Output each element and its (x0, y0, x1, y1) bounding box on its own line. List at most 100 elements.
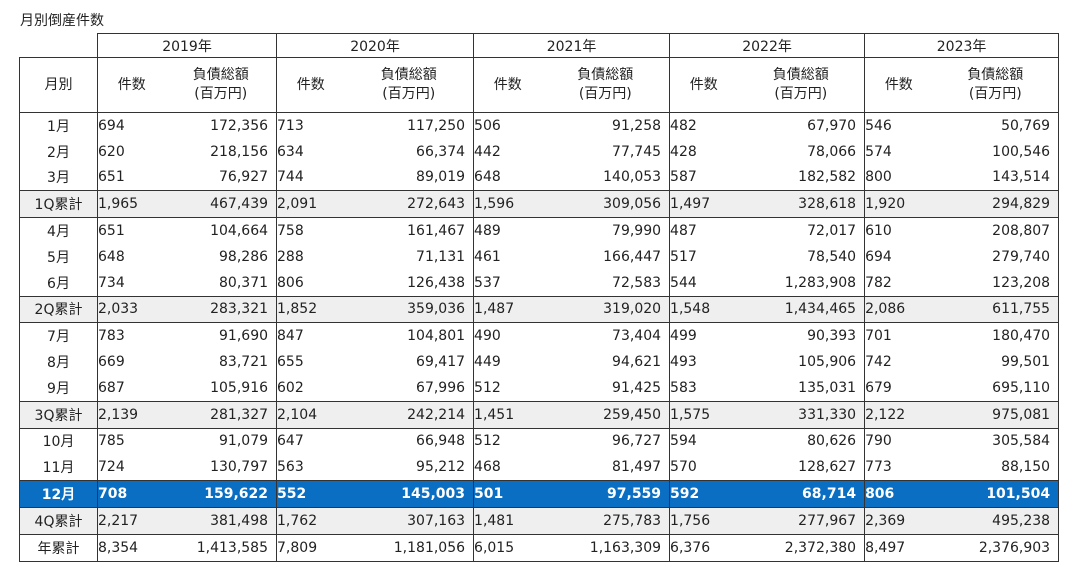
debt-cell: 309,056 (541, 190, 670, 219)
count-cell: 651 (97, 217, 166, 244)
table-row: 9月 687 105,916 602 67,996 512 91,425 583 135,031… (19, 374, 1060, 402)
debt-cell: 94,621 (612, 354, 662, 371)
debt-cell: 180,470 (932, 322, 1060, 350)
debt-cell: 78,540 (807, 248, 857, 265)
debt-cell: 91,425 (612, 379, 662, 396)
debt-cell: 172,356 (210, 117, 269, 134)
row-label: 4Q累計 (19, 506, 98, 535)
count-cell: 449 (473, 349, 542, 375)
count-column-header: 件数 (97, 57, 166, 113)
count-cell: 501 (473, 480, 542, 508)
debt-label: 負債総額 (380, 67, 437, 83)
row-label: 2月 (19, 138, 98, 165)
row-label: 6月 (19, 269, 98, 297)
count-cell: 647 (276, 428, 345, 455)
debt-cell: 143,514 (932, 164, 1060, 191)
debt-cell: 1,283,908 (784, 274, 857, 291)
debt-unit: (百万円) (968, 86, 1022, 102)
count-cell: 583 (669, 374, 738, 402)
count-cell: 1,852 (276, 295, 345, 324)
corner-cell (19, 33, 98, 58)
subtotal-row: 3Q累計 2,139 281,327 2,104 242,214 1,451 259,450… (19, 400, 1060, 429)
table-row: 11月 724 130,797 563 95,212 468 81,497 570 128,62… (19, 454, 1060, 481)
count-cell: 1,548 (669, 295, 738, 324)
count-cell: 847 (276, 322, 345, 350)
count-cell: 1,965 (97, 190, 166, 219)
debt-column-header: 負債総額 (百万円) (737, 57, 865, 113)
count-cell: 1,756 (669, 506, 738, 535)
debt-cell: 105,906 (798, 354, 857, 371)
table-title: 月別倒産件数 (20, 13, 104, 29)
debt-cell: 307,163 (344, 506, 474, 535)
count-cell: 2,122 (864, 400, 933, 429)
debt-unit: (百万円) (194, 86, 248, 102)
count-cell: 2,091 (276, 190, 345, 219)
count-cell: 512 (473, 428, 542, 455)
count-cell: 620 (97, 138, 166, 165)
debt-cell: 83,721 (219, 354, 269, 371)
table-row: 5月 648 98,286 288 71,131 461 166,447 517 78,540 6… (19, 243, 1060, 270)
debt-cell: 91,079 (219, 433, 269, 450)
debt-cell: 76,927 (219, 169, 269, 186)
debt-cell: 79,990 (612, 223, 662, 240)
count-cell: 2,104 (276, 400, 345, 429)
row-label: 2Q累計 (19, 295, 98, 324)
count-cell: 8,497 (864, 533, 933, 562)
debt-cell: 69,417 (416, 354, 466, 371)
year-header: 2021年 (473, 33, 671, 58)
debt-unit: (百万円) (382, 86, 436, 102)
debt-cell: 80,626 (807, 433, 857, 450)
count-column-header: 件数 (276, 57, 345, 113)
debt-cell: 381,498 (165, 506, 277, 535)
count-cell: 288 (276, 243, 345, 270)
count-cell: 594 (669, 428, 738, 455)
count-column-header: 件数 (669, 57, 738, 113)
debt-cell: 91,258 (612, 117, 662, 134)
year-header: 2022年 (669, 33, 866, 58)
subtotal-row: 1Q累計 1,965 467,439 2,091 272,643 1,596 309,056… (19, 190, 1060, 219)
debt-cell: 279,740 (932, 243, 1060, 270)
debt-cell: 104,801 (407, 328, 466, 345)
table-row: 4月 651 104,664 758 161,467 489 79,990 487 72,017… (19, 217, 1060, 244)
debt-cell: 101,504 (932, 480, 1060, 508)
debt-cell: 1,413,585 (165, 533, 277, 562)
debt-cell: 359,036 (344, 295, 474, 324)
count-cell: 800 (864, 164, 933, 191)
debt-cell: 218,156 (210, 143, 269, 160)
debt-cell: 331,330 (737, 400, 865, 429)
count-cell: 563 (276, 454, 345, 481)
debt-cell: 294,829 (932, 190, 1060, 219)
count-cell: 574 (864, 138, 933, 165)
debt-cell: 128,627 (798, 459, 857, 476)
subtotal-row: 4Q累計 2,217 381,498 1,762 307,163 1,481 275,783… (19, 506, 1060, 535)
debt-cell: 71,131 (416, 248, 466, 265)
count-cell: 694 (864, 243, 933, 270)
count-cell: 655 (276, 349, 345, 375)
debt-cell: 104,664 (210, 223, 269, 240)
debt-cell: 135,031 (798, 379, 857, 396)
count-cell: 544 (669, 269, 738, 297)
debt-label: 負債総額 (192, 67, 249, 83)
debt-cell: 277,967 (737, 506, 865, 535)
count-cell: 782 (864, 269, 933, 297)
count-cell: 7,809 (276, 533, 345, 562)
debt-cell: 73,404 (612, 328, 662, 345)
count-cell: 493 (669, 349, 738, 375)
count-cell: 744 (276, 164, 345, 191)
debt-cell: 72,583 (612, 274, 662, 291)
table-row: 2月 620 218,156 634 66,374 442 77,745 428 78,066 5… (19, 138, 1060, 165)
count-column-header: 件数 (864, 57, 933, 113)
row-label: 11月 (19, 454, 98, 481)
row-label: 10月 (19, 428, 98, 455)
year-header: 2019年 (96, 33, 278, 58)
count-cell: 6,376 (669, 533, 738, 562)
debt-cell: 283,321 (165, 295, 277, 324)
debt-column-header: 負債総額 (百万円) (165, 57, 277, 113)
count-cell: 701 (864, 322, 933, 350)
debt-cell: 140,053 (603, 169, 662, 186)
count-cell: 669 (97, 349, 166, 375)
column-header-row: 月別 件数 負債総額 (百万円) 件数 負債総額 (百万円) 件数 負債総額 (百万円… (19, 57, 1060, 113)
debt-cell: 97,559 (541, 480, 670, 508)
count-cell: 679 (864, 374, 933, 402)
debt-cell: 95,212 (416, 459, 466, 476)
